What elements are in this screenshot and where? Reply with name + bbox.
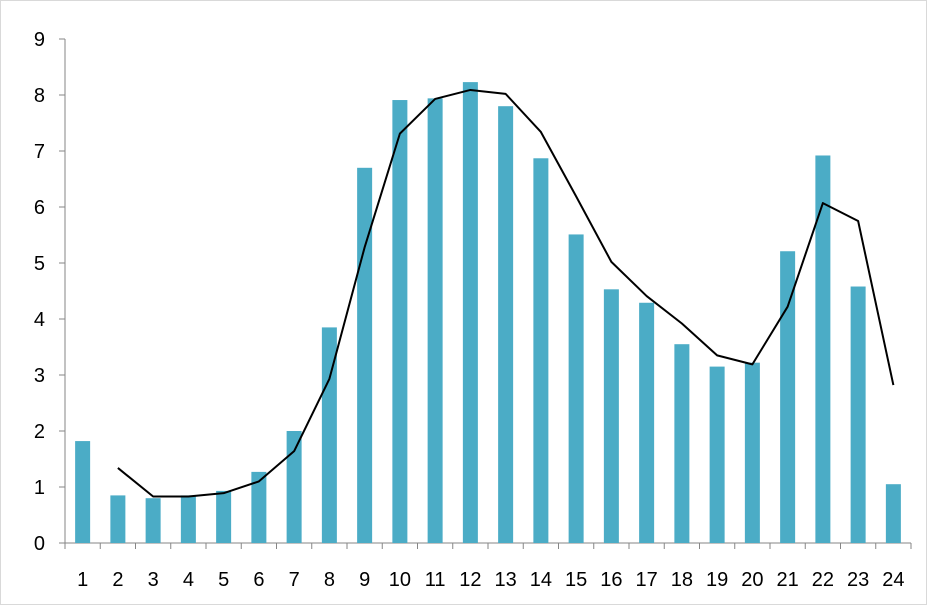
x-tick-label: 1 (77, 569, 88, 591)
y-tick-label: 3 (34, 365, 45, 387)
trendline (117, 88, 895, 498)
bar-22 (815, 155, 831, 544)
bar-20 (744, 362, 760, 543)
x-tick-label: 16 (600, 569, 622, 591)
x-tick-label: 6 (253, 569, 264, 591)
bar-24 (885, 484, 901, 543)
x-tick-label: 5 (218, 569, 229, 591)
x-tick-label: 2 (112, 569, 123, 591)
y-tick-label: 8 (34, 85, 45, 107)
x-tick-label: 10 (389, 569, 411, 591)
x-tick-label: 15 (565, 569, 587, 591)
bar-23 (850, 286, 866, 543)
bar-19 (709, 366, 725, 543)
bar-21 (780, 251, 796, 544)
x-tick-label: 19 (706, 569, 728, 591)
y-tick-label: 9 (34, 29, 45, 51)
x-tick-label: 3 (148, 569, 159, 591)
y-tick-label: 6 (34, 197, 45, 219)
bar-14 (533, 158, 549, 543)
y-tick-label: 7 (34, 141, 45, 163)
bar-1 (75, 441, 91, 543)
x-tick-label: 13 (495, 569, 517, 591)
x-tick-label: 7 (289, 569, 300, 591)
x-tick-label: 24 (882, 569, 904, 591)
bar-9 (357, 167, 373, 544)
bar-15 (568, 234, 584, 543)
x-tick-label: 14 (530, 569, 552, 591)
bar-12 (462, 82, 478, 544)
bar-13 (498, 106, 514, 543)
x-tick-label: 9 (359, 569, 370, 591)
bar-10 (392, 100, 408, 543)
bar-5 (216, 490, 232, 543)
bar-18 (674, 344, 690, 543)
x-tick-label: 18 (671, 569, 693, 591)
bar-11 (427, 98, 443, 544)
x-tick-label: 21 (777, 569, 799, 591)
bar-6 (251, 471, 267, 543)
bar-series (75, 82, 901, 544)
x-tick-label: 8 (324, 569, 335, 591)
y-tick-label: 2 (34, 421, 45, 443)
x-tick-label: 12 (459, 569, 481, 591)
x-tick-label: 4 (183, 569, 194, 591)
y-tick-label: 4 (34, 309, 45, 331)
bar-3 (145, 498, 161, 543)
x-tick-label: 11 (425, 569, 446, 591)
y-tick-label: 1 (34, 477, 45, 499)
y-tick-label: 5 (34, 253, 45, 275)
x-tick-label: 20 (741, 569, 763, 591)
x-tick-label: 23 (847, 569, 869, 591)
bar-16 (603, 289, 619, 543)
y-axis: 0 1 2 3 4 5 6 7 8 9 (34, 29, 66, 555)
x-tick-label: 17 (636, 569, 658, 591)
bar-7 (286, 431, 302, 543)
bar-4 (180, 495, 196, 543)
x-axis: 1 2 3 4 5 6 7 8 9 10 11 12 13 14 15 16 17 18 19 20 21 22 23 24 (64, 542, 912, 591)
trendline-series (117, 88, 895, 498)
bar-8 (321, 327, 337, 543)
x-tick-label: 22 (812, 569, 834, 591)
bar-17 (639, 302, 655, 543)
y-tick-label: 0 (34, 533, 45, 555)
bar-2 (110, 495, 126, 543)
